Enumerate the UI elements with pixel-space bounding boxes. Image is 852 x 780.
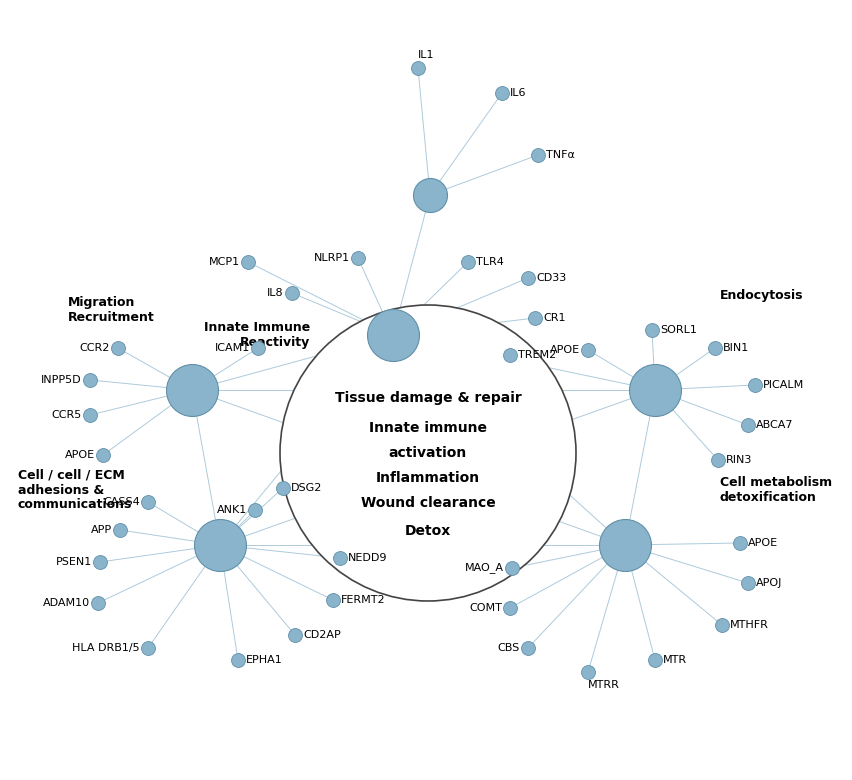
Point: [740, 576, 754, 589]
Text: PICALM: PICALM: [762, 380, 803, 390]
Point: [531, 149, 544, 161]
Text: CBS: CBS: [498, 643, 520, 653]
Text: IL1: IL1: [417, 50, 434, 60]
Text: Inflammation: Inflammation: [376, 471, 480, 485]
Text: TNFα: TNFα: [545, 150, 574, 160]
Point: [351, 252, 365, 264]
Point: [711, 454, 724, 466]
Point: [248, 504, 262, 516]
Text: BIN1: BIN1: [722, 343, 748, 353]
Text: ICAM1: ICAM1: [215, 343, 250, 353]
Point: [618, 539, 631, 551]
Point: [707, 342, 721, 354]
Text: APOE: APOE: [747, 538, 777, 548]
Point: [83, 409, 97, 421]
Text: EPHA1: EPHA1: [245, 655, 282, 665]
Text: APOE: APOE: [65, 450, 95, 460]
Point: [580, 666, 594, 679]
Text: APOJ: APOJ: [755, 578, 781, 588]
Point: [411, 62, 424, 74]
Text: CD2AP: CD2AP: [302, 630, 340, 640]
Point: [333, 551, 347, 564]
Text: ABCA7: ABCA7: [755, 420, 792, 430]
Point: [386, 328, 400, 341]
Circle shape: [279, 305, 575, 601]
Text: Innate Immune
Reactivity: Innate Immune Reactivity: [204, 321, 309, 349]
Point: [733, 537, 746, 549]
Text: CASS4: CASS4: [103, 497, 140, 507]
Point: [580, 344, 594, 356]
Point: [231, 654, 245, 666]
Point: [521, 271, 534, 284]
Point: [113, 523, 127, 536]
Point: [276, 482, 290, 495]
Text: CCR5: CCR5: [52, 410, 82, 420]
Text: HLA DRB1/5: HLA DRB1/5: [72, 643, 140, 653]
Point: [423, 189, 436, 201]
Text: PSEN1: PSEN1: [55, 557, 92, 567]
Point: [648, 654, 661, 666]
Point: [141, 496, 155, 509]
Text: RIN3: RIN3: [725, 455, 751, 465]
Text: Tissue damage & repair: Tissue damage & repair: [334, 391, 521, 405]
Point: [648, 384, 661, 396]
Text: Cell metabolism
detoxification: Cell metabolism detoxification: [719, 476, 832, 504]
Point: [185, 384, 199, 396]
Text: APP: APP: [91, 525, 112, 535]
Point: [250, 342, 264, 354]
Text: TREM2: TREM2: [517, 350, 556, 360]
Text: DSG2: DSG2: [291, 483, 322, 493]
Text: TLR4: TLR4: [475, 257, 504, 267]
Text: MTHFR: MTHFR: [729, 620, 768, 630]
Text: MTR: MTR: [662, 655, 687, 665]
Text: MTRR: MTRR: [587, 680, 619, 690]
Point: [241, 256, 255, 268]
Text: SORL1: SORL1: [659, 325, 696, 335]
Point: [93, 556, 106, 569]
Text: COMT: COMT: [469, 603, 502, 613]
Point: [714, 619, 728, 631]
Text: IL6: IL6: [509, 88, 526, 98]
Point: [213, 539, 227, 551]
Text: Detox: Detox: [405, 524, 451, 538]
Text: Innate immune: Innate immune: [369, 421, 486, 435]
Point: [503, 349, 516, 361]
Text: ANK1: ANK1: [216, 505, 247, 515]
Text: CCR2: CCR2: [79, 343, 110, 353]
Text: IL8: IL8: [267, 288, 284, 298]
Point: [91, 597, 105, 609]
Point: [747, 379, 761, 392]
Point: [285, 287, 298, 300]
Point: [141, 642, 155, 654]
Text: Endocytosis: Endocytosis: [719, 289, 803, 302]
Text: NLRP1: NLRP1: [314, 253, 349, 263]
Point: [461, 256, 475, 268]
Point: [521, 642, 534, 654]
Text: ADAM10: ADAM10: [43, 598, 90, 608]
Text: APOE: APOE: [550, 345, 579, 355]
Text: Cell / cell / ECM
adhesions &
communications: Cell / cell / ECM adhesions & communicat…: [18, 469, 132, 512]
Text: CD33: CD33: [535, 273, 566, 283]
Point: [83, 374, 97, 386]
Text: Migration
Recruitment: Migration Recruitment: [68, 296, 154, 324]
Text: INPP5D: INPP5D: [42, 375, 82, 385]
Text: MCP1: MCP1: [209, 257, 239, 267]
Point: [740, 419, 754, 431]
Text: activation: activation: [389, 446, 467, 460]
Point: [503, 601, 516, 614]
Point: [495, 87, 509, 99]
Text: FERMT2: FERMT2: [341, 595, 385, 605]
Point: [504, 562, 518, 574]
Point: [96, 448, 110, 461]
Text: NEDD9: NEDD9: [348, 553, 387, 563]
Text: CR1: CR1: [543, 313, 565, 323]
Point: [288, 629, 302, 641]
Point: [325, 594, 339, 606]
Text: Wound clearance: Wound clearance: [360, 496, 495, 510]
Point: [644, 324, 658, 336]
Point: [527, 312, 541, 324]
Point: [111, 342, 124, 354]
Text: MAO_A: MAO_A: [464, 562, 504, 573]
